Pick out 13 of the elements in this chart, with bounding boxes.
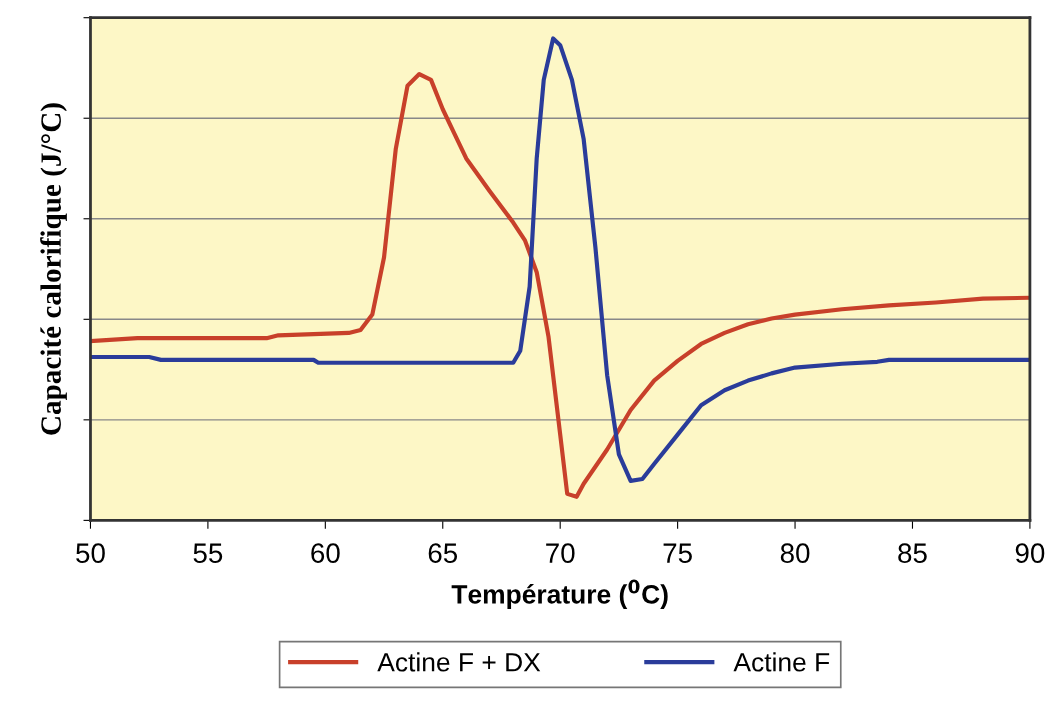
x-tick-label: 60 [311,543,340,564]
legend-label: Actine F + DX [377,652,541,672]
x-tick-label: 75 [663,543,692,564]
x-tick-label: 65 [428,543,458,564]
y-axis-title: Capacité calorifique (J/°C) [40,103,67,435]
x-tick-label: 90 [1015,543,1045,564]
x-tick-label: 50 [76,543,105,564]
x-tick-label: 85 [898,543,927,564]
legend-label: Actine F [733,652,830,672]
x-tick-label: 55 [193,543,223,564]
x-tick-label: 70 [546,543,575,564]
x-tick-label: 80 [780,543,810,564]
x-axis-title: Température ($^{0}$C) [451,579,668,609]
